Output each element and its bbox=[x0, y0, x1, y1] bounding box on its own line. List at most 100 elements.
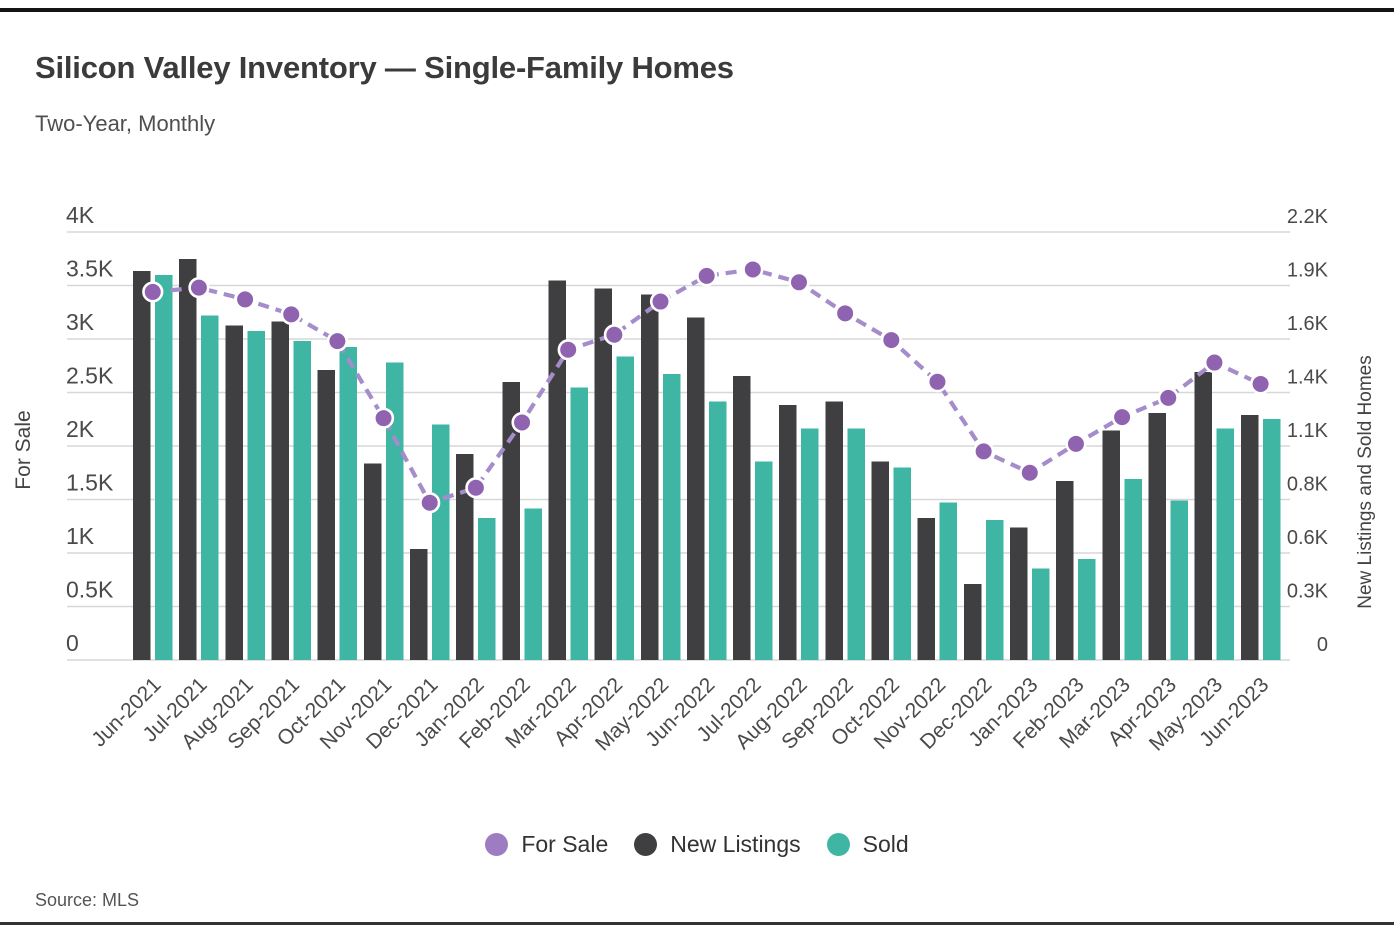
new-listings-bar bbox=[409, 549, 428, 660]
legend-item: New Listings bbox=[634, 831, 801, 858]
left-axis-tick: 0.5K bbox=[66, 577, 114, 603]
sold-bar bbox=[1078, 558, 1096, 660]
for-sale-point bbox=[696, 265, 718, 287]
left-axis-tick: 2K bbox=[66, 416, 95, 442]
right-axis-tick: 0.3K bbox=[1287, 581, 1329, 603]
for-sale-point bbox=[926, 371, 949, 393]
new-listings-bar bbox=[871, 461, 890, 660]
sold-bar bbox=[662, 374, 681, 660]
for-sale-point bbox=[372, 407, 395, 429]
for-sale-point bbox=[1203, 351, 1226, 374]
right-axis-tick: 0.6K bbox=[1287, 527, 1329, 549]
for-sale-point bbox=[557, 339, 579, 361]
for-sale-point bbox=[326, 330, 348, 352]
new-listings-bar bbox=[179, 259, 197, 660]
new-listings-bar bbox=[502, 381, 520, 660]
new-listings-bar bbox=[1194, 372, 1213, 660]
sold-bar bbox=[1170, 500, 1189, 660]
page-subtitle: Two-Year, Monthly bbox=[35, 111, 216, 136]
for-sale-point bbox=[603, 324, 625, 346]
new-listings-bar bbox=[640, 294, 659, 660]
sold-bar bbox=[1032, 568, 1050, 660]
new-listings-bar bbox=[1102, 430, 1120, 660]
sold-bar bbox=[755, 461, 773, 660]
new-listings-bar bbox=[271, 321, 289, 660]
left-axis-title: For Sale bbox=[12, 410, 35, 489]
left-axis-tick: 2.5K bbox=[66, 363, 114, 389]
for-sale-point bbox=[1249, 373, 1272, 395]
sold-bar bbox=[385, 362, 404, 660]
right-axis-tick: 0 bbox=[1317, 634, 1328, 656]
for-sale-point bbox=[742, 258, 764, 281]
for-sale-point bbox=[1157, 387, 1179, 409]
sold-bar bbox=[616, 356, 635, 660]
sold-bar bbox=[155, 274, 173, 660]
left-axis-tick: 0 bbox=[66, 630, 79, 656]
new-listings-bar bbox=[225, 325, 243, 660]
new-listings-bar bbox=[548, 280, 566, 660]
right-axis-tick: 1.9K bbox=[1287, 260, 1329, 282]
top-rule bbox=[0, 8, 1394, 12]
for-sale-point bbox=[1019, 462, 1041, 484]
for-sale-point bbox=[234, 288, 256, 311]
source-note: Source: MLS bbox=[35, 890, 140, 910]
sold-bar bbox=[708, 401, 727, 660]
legend-dot-icon bbox=[485, 833, 509, 856]
for-sale-point bbox=[142, 281, 164, 303]
legend-dot-icon bbox=[634, 833, 658, 856]
legend-label: New Listings bbox=[670, 831, 801, 857]
for-sale-point bbox=[834, 302, 856, 324]
new-listings-bar bbox=[1240, 414, 1259, 660]
sold-bar bbox=[524, 508, 542, 660]
left-axis-tick: 3.5K bbox=[66, 256, 114, 282]
legend-item: Sold bbox=[826, 831, 909, 858]
new-listings-bar bbox=[733, 375, 751, 660]
new-listings-bar bbox=[686, 317, 705, 660]
for-sale-point bbox=[419, 492, 441, 514]
right-axis-tick: 0.8K bbox=[1287, 474, 1329, 496]
sold-bar bbox=[201, 315, 219, 660]
new-listings-bar bbox=[456, 453, 474, 660]
legend-dot-icon bbox=[826, 833, 850, 856]
right-axis-tick: 1.4K bbox=[1287, 367, 1329, 389]
new-listings-bar bbox=[963, 584, 982, 660]
right-axis-tick: 1.6K bbox=[1287, 313, 1329, 335]
right-axis-title: New Listings and Sold Homes bbox=[1355, 355, 1376, 608]
sold-bar bbox=[339, 346, 358, 660]
sold-bar bbox=[893, 467, 912, 660]
legend-item: For Sale bbox=[485, 831, 608, 858]
new-listings-bar bbox=[1056, 481, 1074, 660]
left-axis-tick: 1.5K bbox=[66, 470, 114, 496]
for-sale-point bbox=[649, 290, 672, 313]
for-sale-point bbox=[788, 271, 810, 293]
bottom-rule bbox=[0, 922, 1394, 925]
sold-bar bbox=[801, 428, 819, 660]
right-axis-tick: 1.1K bbox=[1287, 420, 1329, 442]
sold-bar bbox=[293, 340, 311, 660]
for-sale-point bbox=[1111, 406, 1133, 428]
for-sale-point bbox=[511, 411, 533, 434]
right-axis-tick: 2.2K bbox=[1287, 206, 1329, 228]
sold-bar bbox=[1124, 479, 1142, 660]
new-listings-bar bbox=[1010, 527, 1028, 660]
new-listings-bar bbox=[779, 405, 797, 660]
new-listings-bar bbox=[133, 270, 151, 660]
for-sale-point bbox=[280, 303, 302, 325]
legend-label: For Sale bbox=[521, 831, 609, 857]
sold-bar bbox=[478, 517, 496, 660]
left-axis-tick: 1K bbox=[66, 523, 95, 549]
sold-bar bbox=[247, 331, 265, 660]
page-title: Silicon Valley Inventory — Single-Family… bbox=[35, 50, 734, 85]
sold-bar bbox=[939, 502, 958, 660]
sold-bar bbox=[1216, 428, 1235, 660]
left-axis-tick: 3K bbox=[66, 309, 95, 335]
left-axis-tick: 4K bbox=[66, 202, 95, 228]
sold-bar bbox=[570, 387, 588, 660]
for-sale-point bbox=[188, 277, 210, 299]
new-listings-bar bbox=[317, 370, 336, 660]
chart-legend: For Sale New Listings Sold bbox=[0, 831, 1394, 858]
sold-bar bbox=[431, 424, 450, 660]
new-listings-bar bbox=[917, 517, 936, 660]
new-listings-bar bbox=[594, 288, 613, 660]
new-listings-bar bbox=[363, 463, 382, 660]
